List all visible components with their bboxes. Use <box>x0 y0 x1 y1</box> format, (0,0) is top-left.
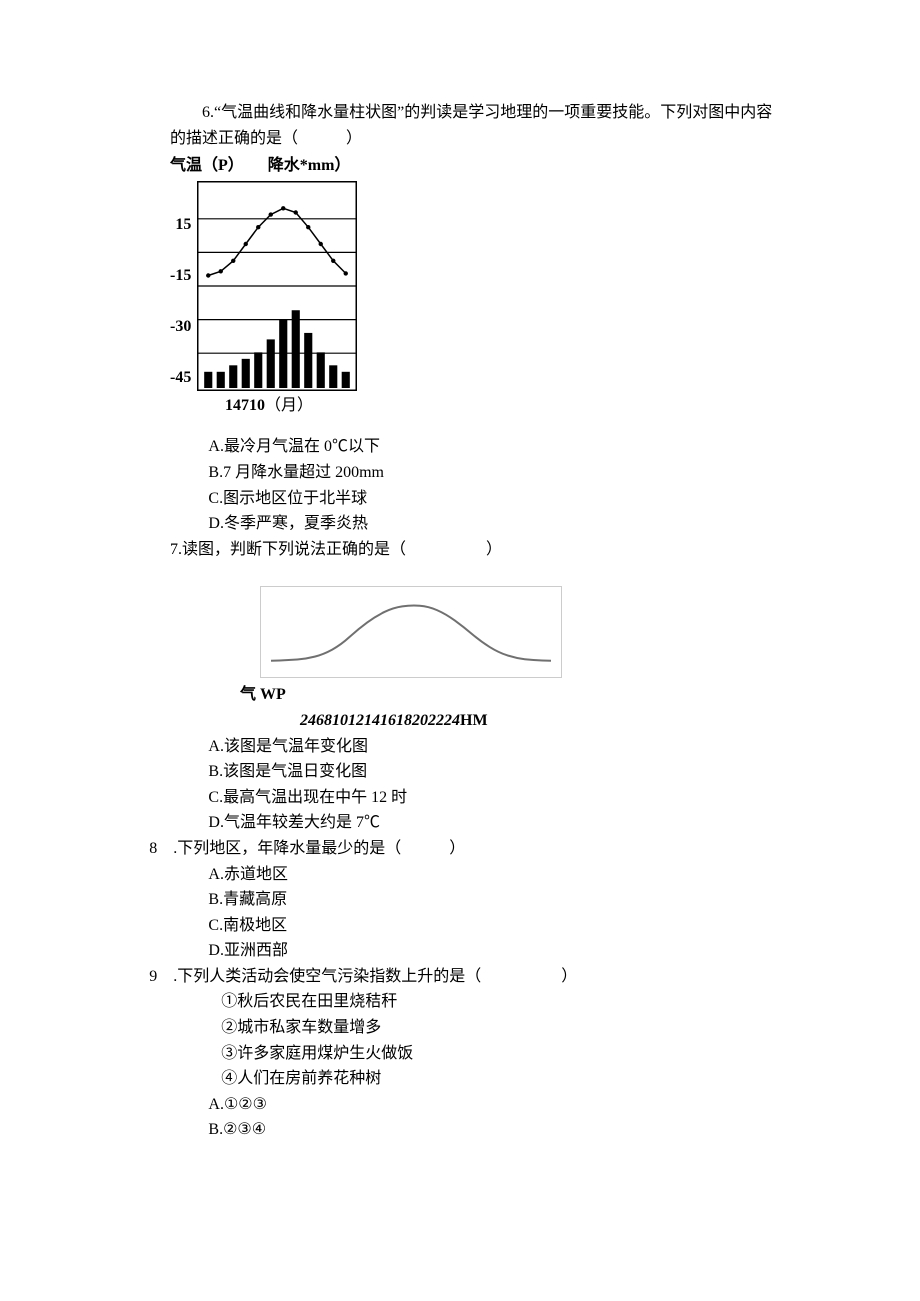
q9-options: A.①②③ B.②③④ <box>208 1092 790 1143</box>
q6-chart: 15 -15 -30 -45 <box>170 181 790 391</box>
q6-option-a: A.最冷月气温在 0℃以下 <box>208 434 790 460</box>
q8-option-a: A.赤道地区 <box>208 862 790 888</box>
q8-option-d: D.亚洲西部 <box>208 938 790 964</box>
q9-subs: ①秋后农民在田里烧秸秆 ②城市私家车数量增多 ③许多家庭用煤炉生火做饭 ④人们在… <box>221 989 790 1091</box>
q7-chart-label2a: 24681012141618202224 <box>300 712 460 729</box>
q7-stem: 7.读图，判断下列说法正确的是（ ） <box>170 537 790 563</box>
q9-sub-1: ①秋后农民在田里烧秸秆 <box>221 989 790 1015</box>
q6-option-d: D.冬季严寒，夏季炎热 <box>208 511 790 537</box>
q9-sub-2: ②城市私家车数量增多 <box>221 1015 790 1041</box>
q6-option-b: B.7 月降水量超过 200mm <box>208 460 790 486</box>
q7-option-b: B.该图是气温日变化图 <box>208 759 790 785</box>
q6-ylabel-2: -30 <box>170 313 191 340</box>
q6-chart-ylabels: 15 -15 -30 -45 <box>170 181 191 391</box>
q9-option-b: B.②③④ <box>208 1117 790 1143</box>
q6-chart-xlabel: 14710（月） <box>225 393 790 419</box>
q6-chart-header-left: 气温（P） <box>170 157 244 174</box>
q7-chart-labels: 气 WP 24681012141618202224HM <box>260 682 790 733</box>
q8-option-b: B.青藏高原 <box>208 887 790 913</box>
q6-xlabel-bold: 14710 <box>225 397 265 414</box>
q9-stem: 9 .下列人类活动会使空气污染指数上升的是（ ） <box>149 964 790 990</box>
q7-options: A.该图是气温年变化图 B.该图是气温日变化图 C.最高气温出现在中午 12 时… <box>208 734 790 836</box>
q6-ylabel-3: -45 <box>170 364 191 391</box>
q7-chart-label2: 24681012141618202224HM <box>300 708 790 734</box>
q7-chart-label1: 气 WP <box>240 682 790 708</box>
q6-xlabel-unit: （月） <box>265 397 313 414</box>
q6-stem-line1: 6.“气温曲线和降水量柱状图”的判读是学习地理的一项重要技能。下列对图中内容 <box>170 100 790 126</box>
q7-chart-svg <box>266 592 556 672</box>
q6-option-c: C.图示地区位于北半球 <box>208 486 790 512</box>
q8-option-c: C.南极地区 <box>208 913 790 939</box>
q6-options: A.最冷月气温在 0℃以下 B.7 月降水量超过 200mm C.图示地区位于北… <box>208 434 790 536</box>
q6-chart-header: 气温（P） 降水*mm） <box>170 153 790 179</box>
q7-option-a: A.该图是气温年变化图 <box>208 734 790 760</box>
q6-ylabel-0: 15 <box>175 211 191 238</box>
q6-chart-header-right: 降水*mm） <box>268 157 351 174</box>
q6-stem-line2: 的描述正确的是（ ） <box>170 126 790 152</box>
q8-stem: 8 .下列地区，年降水量最少的是（ ） <box>149 836 790 862</box>
q6-chart-svg <box>197 181 357 391</box>
q6-ylabel-1: -15 <box>170 262 191 289</box>
q7-option-d: D.气温年较差大约是 7℃ <box>208 810 790 836</box>
q9-sub-4: ④人们在房前养花种树 <box>221 1066 790 1092</box>
q7-chart: 气 WP 24681012141618202224HM <box>260 586 790 733</box>
q9-sub-3: ③许多家庭用煤炉生火做饭 <box>221 1041 790 1067</box>
q7-option-c: C.最高气温出现在中午 12 时 <box>208 785 790 811</box>
q9-option-a: A.①②③ <box>208 1092 790 1118</box>
q8-options: A.赤道地区 B.青藏高原 C.南极地区 D.亚洲西部 <box>208 862 790 964</box>
q7-chart-label2b: HM <box>460 712 488 729</box>
